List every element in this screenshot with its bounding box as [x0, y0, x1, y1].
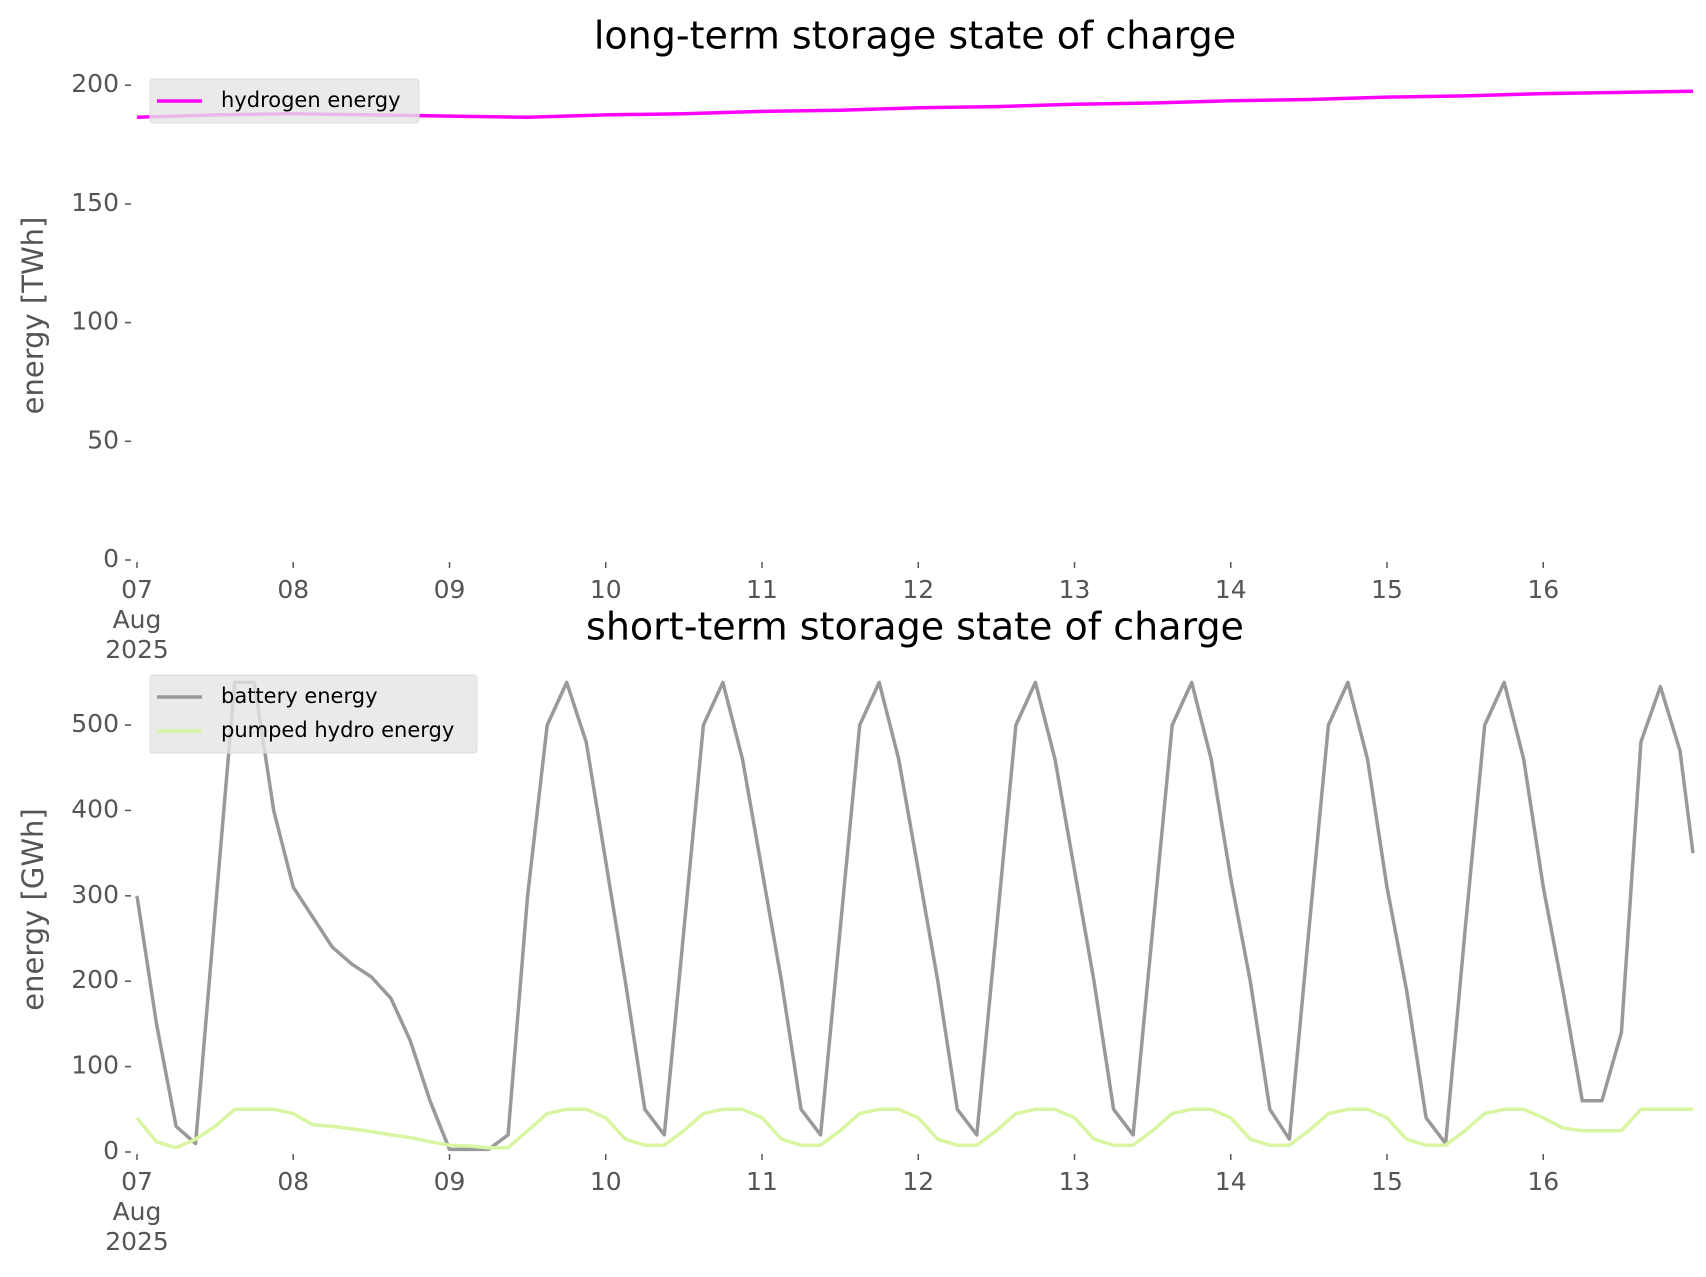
y-axis-label: energy [TWh]: [16, 217, 50, 415]
y-tick-label: 200: [71, 69, 119, 98]
legend-label: hydrogen energy: [221, 88, 401, 112]
x-tick-label: 11: [746, 575, 778, 604]
legend-box: [149, 674, 478, 754]
x-tick-label: 12: [902, 1167, 934, 1196]
x-tick-label: 13: [1059, 1167, 1091, 1196]
series-line: [135, 680, 1695, 1152]
y-tick-label: 150: [71, 188, 119, 217]
y-tick-label: 100: [71, 307, 119, 336]
series-line: [135, 1107, 1693, 1150]
x-tick-label: 11: [746, 1167, 778, 1196]
x-tick-label: 15: [1371, 575, 1403, 604]
x-tick-label: 08: [277, 575, 309, 604]
y-tick-label: 300: [71, 880, 119, 909]
y-axis-label: energy [GWh]: [16, 808, 50, 1010]
legend-box: [149, 78, 420, 124]
y-tick-label: 50: [87, 425, 119, 454]
x-tick-label: 15: [1371, 1167, 1403, 1196]
x-tick-label: 08: [277, 1167, 309, 1196]
x-tick-label: 09: [434, 575, 466, 604]
x-tick-label: 07 Aug 2025: [105, 575, 169, 664]
x-tick-label: 16: [1527, 575, 1559, 604]
x-tick-label: 07 Aug 2025: [105, 1167, 169, 1256]
y-tick-label: 500: [71, 709, 119, 738]
x-tick-label: 13: [1059, 575, 1091, 604]
x-tick-label: 14: [1215, 1167, 1247, 1196]
y-tick-label: 200: [71, 965, 119, 994]
legend-label: battery energy: [221, 684, 378, 708]
x-tick-label: 10: [590, 575, 622, 604]
x-tick-label: 14: [1215, 575, 1247, 604]
y-tick-label: 0: [103, 544, 119, 573]
y-tick-label: 100: [71, 1051, 119, 1080]
x-tick-label: 12: [902, 575, 934, 604]
x-tick-label: 09: [434, 1167, 466, 1196]
y-tick-label: 0: [103, 1136, 119, 1165]
chart-title: short-term storage state of charge: [586, 605, 1244, 649]
legend-label: pumped hydro energy: [221, 718, 454, 742]
chart-title: long-term storage state of charge: [594, 14, 1236, 58]
x-tick-label: 10: [590, 1167, 622, 1196]
y-tick-label: 400: [71, 794, 119, 823]
x-tick-label: 16: [1527, 1167, 1559, 1196]
